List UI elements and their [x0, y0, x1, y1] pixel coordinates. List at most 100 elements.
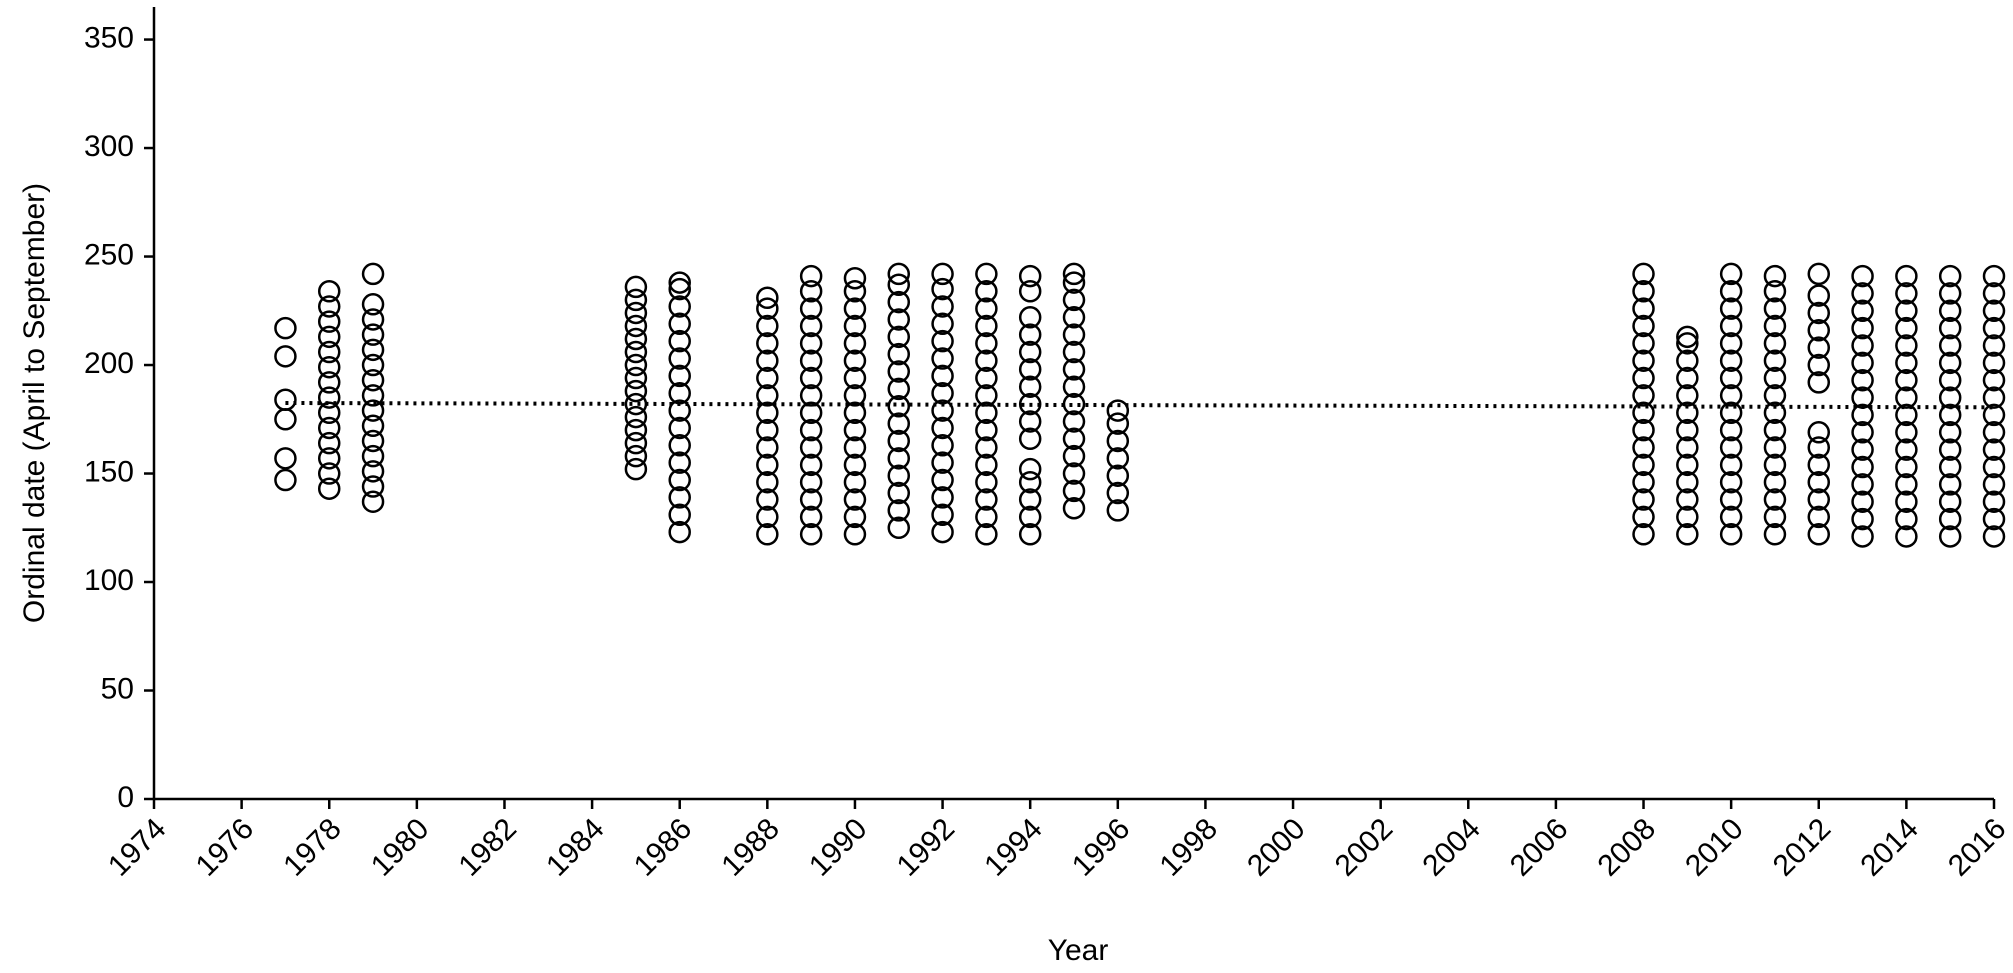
data-point — [361, 262, 385, 286]
x-tick-label: 2000 — [1241, 812, 1312, 883]
data-point — [1632, 470, 1655, 494]
data-point — [1676, 418, 1699, 442]
data-point — [756, 505, 779, 529]
data-point — [1062, 340, 1086, 364]
data-point — [1719, 523, 1743, 546]
data-point — [975, 453, 998, 477]
data-point — [317, 280, 341, 303]
data-point — [624, 340, 648, 364]
y-axis-title: Ordinal date (April to September) — [18, 183, 51, 623]
data-point — [799, 332, 823, 355]
data-point — [975, 384, 998, 407]
data-point — [1982, 473, 2006, 496]
data-point — [1807, 284, 1831, 307]
y-tick-label: 0 — [117, 781, 134, 814]
data-point — [1982, 438, 2006, 461]
data-point — [1018, 358, 1042, 381]
data-point — [887, 481, 911, 505]
data-point — [1763, 349, 1787, 372]
data-point — [975, 297, 998, 320]
data-point — [1851, 334, 1874, 357]
data-point — [887, 429, 911, 453]
data-point — [843, 349, 867, 372]
data-point — [1632, 418, 1655, 442]
data-point — [931, 399, 954, 422]
data-point — [1851, 525, 1874, 548]
x-tick-label: 2004 — [1416, 812, 1487, 883]
data-point — [931, 503, 954, 526]
data-point — [1851, 455, 1874, 479]
data-point — [1895, 490, 1918, 513]
data-point — [931, 312, 954, 336]
data-point — [1062, 410, 1086, 433]
data-point — [887, 273, 911, 296]
data-point — [624, 457, 648, 481]
data-point — [1895, 455, 1918, 479]
data-point — [756, 436, 779, 459]
data-point — [756, 470, 779, 494]
data-point — [1938, 490, 1962, 513]
data-point — [668, 434, 691, 457]
data-point — [1851, 438, 1874, 461]
data-point — [1632, 262, 1655, 286]
data-point — [1062, 288, 1086, 312]
data-point — [624, 301, 648, 325]
data-point — [317, 355, 341, 379]
data-point — [1676, 349, 1699, 372]
data-point — [1719, 297, 1743, 320]
data-point — [361, 490, 385, 513]
data-point — [887, 308, 911, 331]
data-point — [799, 264, 823, 288]
data-point — [1851, 473, 1874, 496]
data-point — [1018, 375, 1042, 398]
data-point — [1763, 505, 1787, 529]
data-point — [931, 347, 954, 370]
data-point — [1807, 523, 1831, 546]
data-point — [624, 366, 648, 390]
data-point — [1676, 505, 1699, 529]
data-point — [361, 293, 385, 316]
data-point — [1851, 421, 1874, 444]
data-point — [624, 405, 648, 429]
data-point — [931, 520, 954, 544]
data-point — [1062, 427, 1086, 451]
data-point — [1895, 386, 1918, 409]
data-point — [931, 277, 954, 301]
data-point — [1895, 421, 1918, 444]
data-point — [931, 262, 954, 286]
data-point — [317, 431, 341, 455]
data-point — [624, 327, 648, 351]
y-tick-label: 200 — [84, 347, 134, 380]
data-point — [843, 470, 867, 494]
data-point — [1676, 366, 1699, 390]
data-point — [799, 384, 823, 407]
data-point — [1106, 464, 1130, 487]
data-point — [799, 453, 823, 477]
data-point — [1106, 481, 1130, 505]
data-point — [317, 416, 341, 440]
data-point — [1938, 264, 1962, 288]
data-point — [1018, 427, 1042, 451]
data-point — [668, 468, 691, 492]
data-point — [1632, 505, 1655, 529]
data-point — [799, 523, 823, 546]
data-point — [1895, 351, 1918, 375]
data-point — [668, 399, 691, 422]
data-point — [1763, 401, 1787, 425]
data-point — [1938, 473, 1962, 496]
data-point — [624, 418, 648, 442]
data-point — [843, 453, 867, 477]
data-point — [1895, 334, 1918, 357]
data-point — [887, 499, 911, 522]
data-point — [361, 368, 385, 392]
data-point — [756, 366, 779, 390]
data-point — [624, 444, 648, 468]
data-point — [668, 451, 691, 474]
data-point — [799, 418, 823, 442]
data-point — [1938, 438, 1962, 461]
data-point — [1062, 358, 1086, 381]
data-point — [317, 477, 341, 500]
data-point — [1719, 332, 1743, 355]
data-point — [1938, 368, 1962, 392]
data-point — [756, 349, 779, 372]
